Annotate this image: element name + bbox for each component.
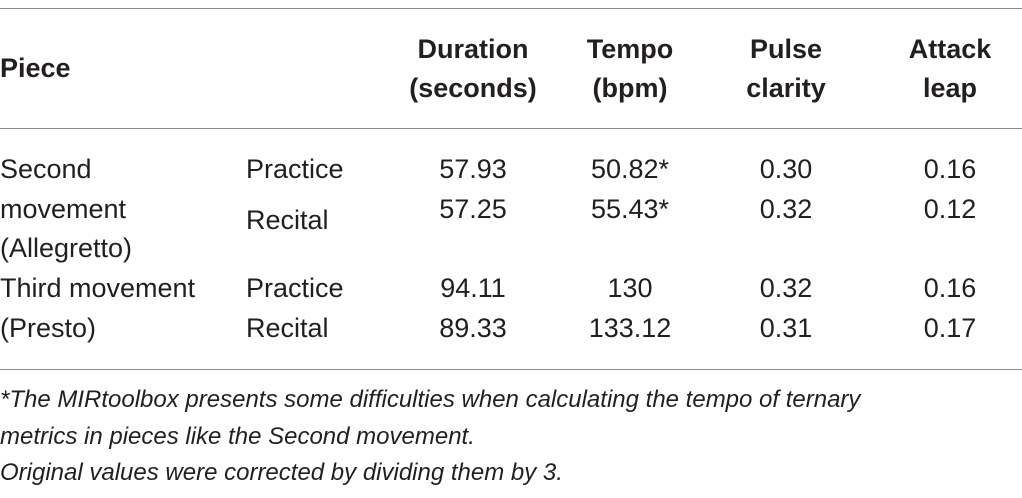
- table-bottom-rule: [0, 369, 1022, 370]
- attack-leap-cell: 0.16: [923, 273, 977, 303]
- tempo-cell: 50.82*: [590, 154, 670, 184]
- piece-name-line: movement: [0, 194, 127, 224]
- condition-cell: Recital: [246, 313, 329, 343]
- piece-name-line: Second: [0, 154, 92, 184]
- condition-cell: Practice: [246, 273, 344, 303]
- footnote-line: *The MIRtoolbox presents some difficulti…: [0, 386, 861, 413]
- pulse-clarity-cell: 0.30: [759, 154, 813, 184]
- attack-leap-cell: 0.12: [923, 194, 977, 224]
- piece-name-line: (Presto): [0, 313, 97, 343]
- duration-cell: 57.25: [439, 194, 507, 224]
- footnote-line: metrics in pieces like the Second moveme…: [0, 423, 475, 450]
- header-attack-line1: Attack: [908, 34, 992, 64]
- duration-cell: 57.93: [439, 154, 507, 184]
- header-attack-line2: leap: [922, 73, 978, 103]
- attack-leap-cell: 0.17: [923, 313, 977, 343]
- table-top-rule: [0, 8, 1022, 9]
- header-tempo-line1: Tempo: [586, 34, 674, 64]
- header-bottom-rule: [0, 128, 1022, 129]
- condition-cell: Practice: [246, 154, 344, 184]
- pulse-clarity-cell: 0.31: [759, 313, 813, 343]
- pulse-clarity-cell: 0.32: [759, 194, 813, 224]
- pulse-clarity-cell: 0.32: [759, 273, 813, 303]
- header-piece: Piece: [0, 53, 71, 83]
- header-duration-line2: (seconds): [409, 73, 537, 103]
- piece-name-line: (Allegretto): [0, 233, 133, 263]
- header-pulse-line2: clarity: [746, 73, 826, 103]
- tempo-cell: 130: [607, 273, 653, 303]
- attack-leap-cell: 0.16: [923, 154, 977, 184]
- footnote-line: Original values were corrected by dividi…: [0, 459, 563, 486]
- piece-name-line: Third movement: [0, 273, 196, 303]
- header-pulse-line1: Pulse: [749, 34, 823, 64]
- duration-cell: 89.33: [439, 313, 507, 343]
- condition-cell: Recital: [246, 205, 329, 235]
- duration-cell: 94.11: [440, 273, 506, 303]
- tempo-cell: 55.43*: [590, 194, 670, 224]
- header-tempo-line2: (bpm): [592, 73, 668, 103]
- header-duration-line1: Duration: [417, 34, 529, 64]
- tempo-cell: 133.12: [588, 313, 672, 343]
